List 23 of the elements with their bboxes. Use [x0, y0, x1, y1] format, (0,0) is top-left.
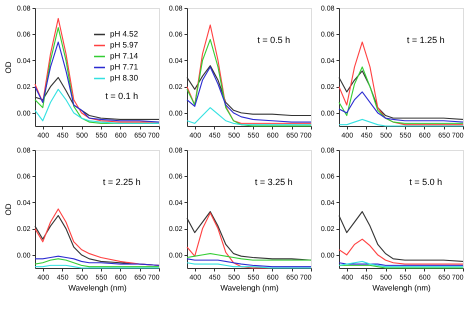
annotation: t = 1.25 h: [406, 35, 445, 45]
legend-label: pH 8.30: [110, 74, 139, 82]
y-axis-title: OD: [4, 203, 13, 216]
annotation: t = 2.25 h: [102, 177, 141, 187]
x-axis-title: Wavelengh (nm): [372, 284, 432, 292]
line-series: [338, 238, 464, 265]
x-axis-title: Wavelengh (nm): [220, 284, 280, 292]
annotation: t = 5.0 h: [409, 177, 442, 187]
line-series: [34, 42, 160, 123]
annotation: t = 0.1 h: [105, 91, 138, 101]
x-axis-title: Wavelengh (nm): [68, 284, 128, 292]
line-series: [186, 24, 312, 124]
line-series: [186, 253, 312, 261]
legend-label: pH 4.52: [110, 30, 139, 38]
legend-label: pH 7.14: [110, 52, 139, 60]
y-axis-title: OD: [4, 61, 13, 74]
line-series: [338, 91, 464, 123]
annotation: t = 0.5 h: [257, 35, 290, 45]
line-series: [34, 88, 160, 124]
annotation: t = 3.25 h: [254, 177, 293, 187]
line-series: [34, 256, 160, 266]
legend-label: pH 5.97: [110, 40, 139, 50]
legend-label: pH 7.71: [110, 62, 139, 72]
